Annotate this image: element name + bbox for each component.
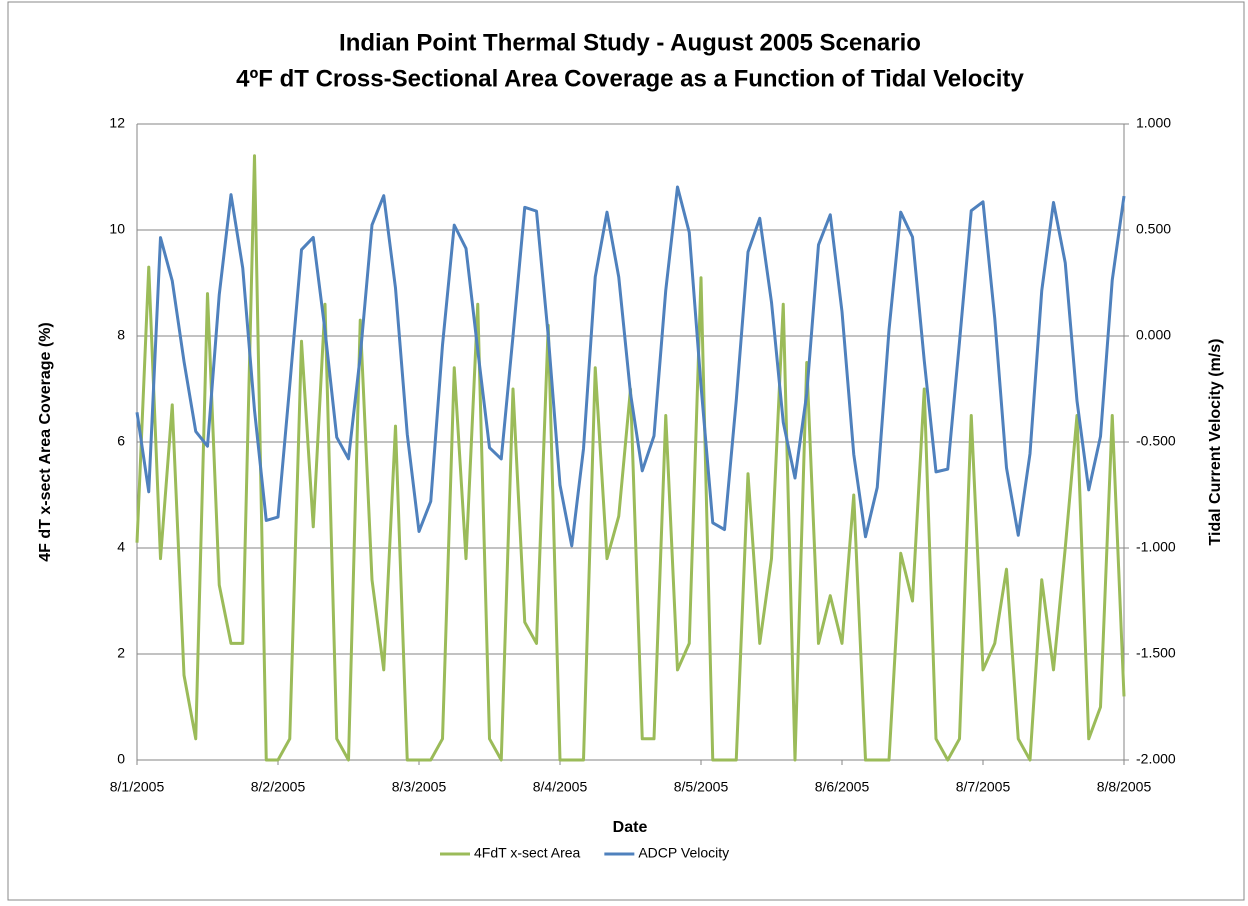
y-tick-label: 10 (109, 221, 125, 237)
y2-tick-label: -2.000 (1136, 751, 1176, 767)
x-tick-label: 8/3/2005 (392, 779, 447, 795)
x-tick-label: 8/8/2005 (1097, 779, 1152, 795)
y2-tick-label: 1.000 (1136, 115, 1171, 131)
series-line (135, 185, 1126, 548)
x-axis-title: Date (613, 819, 648, 836)
y2-tick-label: -1.000 (1136, 539, 1176, 555)
y2-tick-label: 0.000 (1136, 327, 1171, 343)
y-tick-label: 6 (117, 433, 125, 449)
legend-label: 4FdT x-sect Area (474, 845, 581, 861)
y-tick-label: 4 (117, 539, 125, 555)
y-tick-label: 2 (117, 645, 125, 661)
chart-title: Indian Point Thermal Study - August 2005… (339, 29, 921, 56)
y2-axis-title: Tidal Current Velocity (m/s) (1207, 339, 1224, 546)
x-tick-label: 8/2/2005 (251, 779, 306, 795)
x-tick-label: 8/5/2005 (674, 779, 729, 795)
x-tick-label: 8/6/2005 (815, 779, 870, 795)
x-tick-label: 8/7/2005 (956, 779, 1011, 795)
y-tick-label: 0 (117, 751, 125, 767)
y2-tick-label: 0.500 (1136, 221, 1171, 237)
x-tick-label: 8/4/2005 (533, 779, 588, 795)
x-tick-label: 8/1/2005 (110, 779, 165, 795)
y2-tick-label: -1.500 (1136, 645, 1176, 661)
y2-tick-label: -0.500 (1136, 433, 1176, 449)
chart-title: 4ºF dT Cross-Sectional Area Coverage as … (236, 65, 1024, 92)
y-axis-title: 4F dT x-sect Area Coverage (%) (37, 322, 54, 561)
legend-label: ADCP Velocity (638, 845, 729, 861)
y-tick-label: 12 (109, 115, 125, 131)
y-tick-label: 8 (117, 327, 125, 343)
